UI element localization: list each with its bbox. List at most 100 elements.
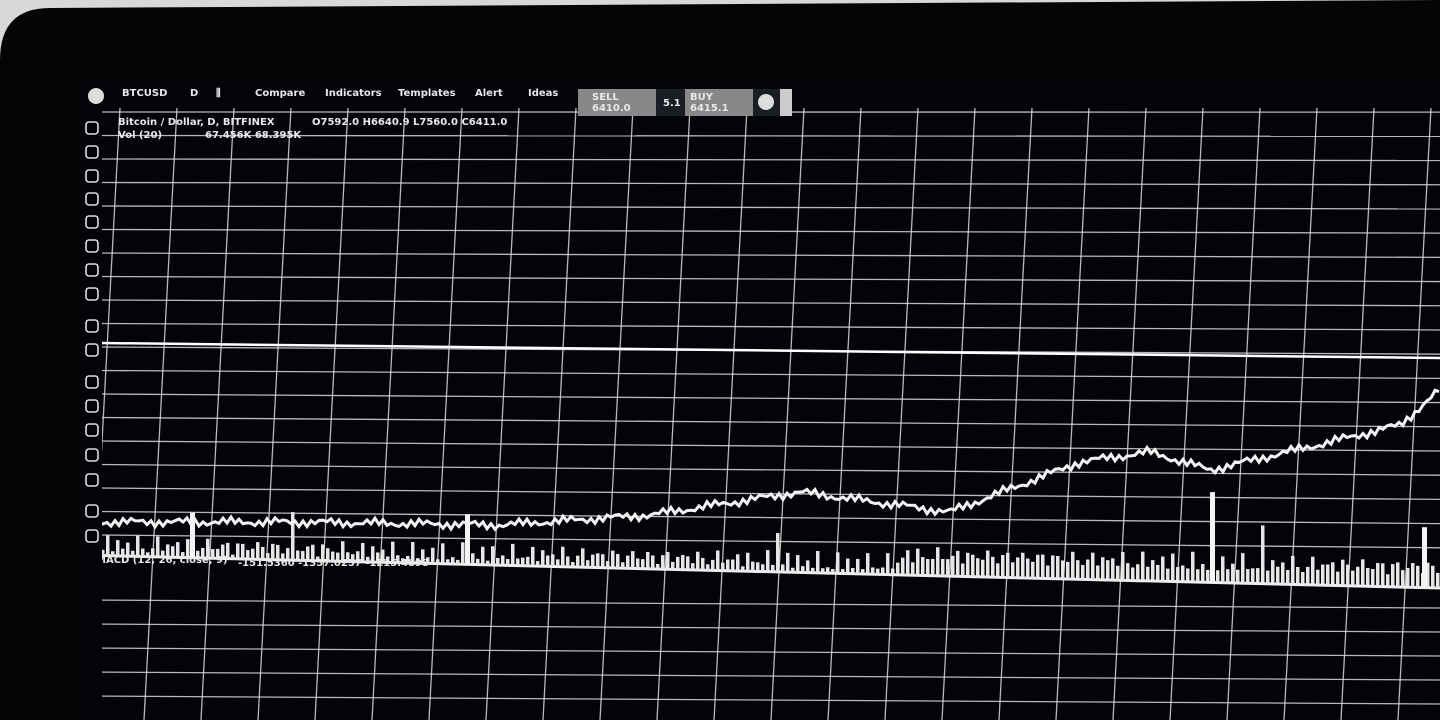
volume-bar xyxy=(1061,560,1065,579)
toolbar-compare[interactable]: Compare xyxy=(255,88,305,99)
volume-bar xyxy=(1191,551,1195,582)
volume-bar xyxy=(936,547,940,576)
volume-bar xyxy=(531,546,535,566)
volume-bar xyxy=(461,542,465,565)
drawing-tools xyxy=(85,121,99,543)
tool-icon[interactable] xyxy=(85,529,99,543)
volume-bar xyxy=(926,559,930,576)
volume-bar xyxy=(686,556,690,570)
toolbar-indicators[interactable]: Indicators xyxy=(325,88,382,99)
volume-bar xyxy=(796,555,800,573)
volume-bar xyxy=(411,542,415,563)
volume-spike xyxy=(1210,492,1215,583)
sell-button[interactable] xyxy=(578,89,656,116)
volume-bar xyxy=(1031,561,1035,578)
tool-icon[interactable] xyxy=(85,375,99,389)
tool-icon[interactable] xyxy=(85,423,99,437)
tool-icon[interactable] xyxy=(85,121,99,135)
volume-bar xyxy=(1131,567,1135,581)
tool-icon[interactable] xyxy=(85,215,99,229)
tool-icon[interactable] xyxy=(85,192,99,206)
tool-icon[interactable] xyxy=(85,239,99,253)
tool-icon[interactable] xyxy=(85,319,99,333)
volume-bar xyxy=(116,540,120,556)
volume-bar xyxy=(1206,569,1210,583)
volume-bar xyxy=(1411,563,1415,587)
volume-bar xyxy=(231,554,235,559)
tool-icon[interactable] xyxy=(85,504,99,518)
volume-bar xyxy=(136,535,140,557)
tool-icon[interactable] xyxy=(85,263,99,277)
volume-spike xyxy=(190,512,195,558)
buy-label: BUY xyxy=(690,92,714,103)
grid-line xyxy=(99,252,1440,259)
volume-bar xyxy=(726,559,730,571)
volume-bar xyxy=(346,552,350,562)
volume-bar xyxy=(1276,566,1280,584)
volume-bar xyxy=(336,552,340,562)
tool-icon[interactable] xyxy=(85,145,99,159)
volume-bar xyxy=(111,551,115,556)
volume-bar xyxy=(1286,569,1290,584)
toolbar-templates[interactable]: Templates xyxy=(398,88,456,99)
volume-bar xyxy=(1106,560,1110,580)
volume-bar xyxy=(1261,525,1265,584)
bar-style-icon[interactable]: ⫼ xyxy=(216,87,221,99)
volume-bar xyxy=(276,544,280,560)
volume-bar xyxy=(681,554,685,570)
volume-bar xyxy=(1046,565,1050,579)
volume-bar xyxy=(286,548,290,560)
toolbar-alert[interactable]: Alert xyxy=(475,88,503,99)
sell-label: SELL xyxy=(592,92,619,103)
volume-bar xyxy=(751,561,755,572)
volume-bar xyxy=(471,553,475,565)
volume-bar xyxy=(376,552,380,563)
volume-bar xyxy=(1246,569,1250,583)
volume-bar xyxy=(1201,563,1205,582)
tool-icon[interactable] xyxy=(85,473,99,487)
tool-icon[interactable] xyxy=(85,169,99,183)
volume-bar xyxy=(691,563,695,570)
interval[interactable]: D xyxy=(190,88,198,99)
grid-line xyxy=(84,647,1440,657)
tool-icon[interactable] xyxy=(85,448,99,462)
tool-icon[interactable] xyxy=(85,287,99,301)
volume-bar xyxy=(801,566,805,573)
volume-bar xyxy=(1426,562,1430,588)
tool-icon[interactable] xyxy=(85,343,99,357)
volume-bar xyxy=(381,549,385,563)
logo-icon[interactable] xyxy=(88,88,104,104)
volume-bar xyxy=(596,553,600,568)
grid-line xyxy=(998,107,1033,720)
volume-bar xyxy=(1386,574,1390,587)
volume-bar xyxy=(236,543,240,559)
volume-bar xyxy=(1066,561,1070,579)
tool-icon[interactable] xyxy=(85,399,99,413)
grid-line xyxy=(99,393,1440,404)
volume-bar xyxy=(736,554,740,571)
left-toolbar xyxy=(80,108,102,720)
volume-bar xyxy=(431,547,435,564)
volume-bar xyxy=(1156,564,1160,581)
volume-bar xyxy=(171,546,175,558)
volume-bar xyxy=(636,558,640,569)
volume-bar xyxy=(1186,568,1190,582)
volume-bar xyxy=(1171,553,1175,582)
volume-bar xyxy=(1226,569,1230,583)
volume-bar xyxy=(1026,558,1030,578)
volume-bar xyxy=(511,543,515,566)
volume-bar xyxy=(1041,554,1045,579)
volume-bar xyxy=(1006,552,1010,578)
symbol[interactable]: BTCUSD xyxy=(122,88,167,99)
grid-line xyxy=(84,695,1440,705)
volume-bar xyxy=(451,557,455,564)
volume-bar xyxy=(1021,552,1025,578)
volume-bar xyxy=(911,562,915,575)
volume-bar xyxy=(1351,570,1355,586)
volume-bar xyxy=(1321,564,1325,585)
volume-bar xyxy=(131,550,135,557)
toolbar-ideas[interactable]: Ideas xyxy=(528,88,558,99)
volume-bar xyxy=(151,548,155,557)
buy-button[interactable] xyxy=(685,89,753,116)
quantity-stepper[interactable] xyxy=(780,89,792,116)
